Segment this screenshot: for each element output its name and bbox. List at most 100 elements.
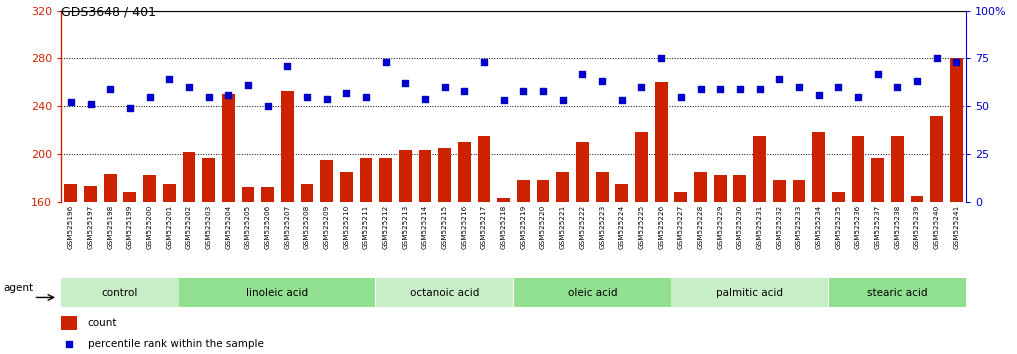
Bar xyxy=(950,58,963,202)
Point xyxy=(141,94,158,99)
Bar xyxy=(891,136,904,202)
Point xyxy=(358,94,374,99)
Point xyxy=(102,86,118,92)
Point xyxy=(634,84,650,90)
Point xyxy=(259,103,276,109)
Point xyxy=(339,90,355,96)
Point xyxy=(318,96,335,101)
Bar xyxy=(813,132,825,202)
Text: stearic acid: stearic acid xyxy=(868,288,928,298)
Bar xyxy=(104,174,117,202)
Text: count: count xyxy=(87,318,117,328)
Bar xyxy=(497,198,511,202)
Point xyxy=(653,56,669,61)
Point xyxy=(299,94,315,99)
Bar xyxy=(615,184,629,202)
Point xyxy=(535,88,551,94)
Bar xyxy=(872,158,884,202)
Bar xyxy=(829,279,966,307)
Bar xyxy=(537,180,549,202)
Bar xyxy=(438,148,452,202)
Point xyxy=(495,98,512,103)
Text: palmitic acid: palmitic acid xyxy=(716,288,783,298)
Point xyxy=(693,86,709,92)
Point xyxy=(279,63,296,69)
Bar xyxy=(733,176,746,202)
Text: agent: agent xyxy=(3,284,34,293)
Bar xyxy=(674,192,687,202)
Point xyxy=(436,84,453,90)
Bar xyxy=(242,188,254,202)
Bar xyxy=(379,158,393,202)
Point xyxy=(476,59,492,65)
Point xyxy=(830,84,846,90)
Point xyxy=(377,59,394,65)
Bar xyxy=(261,188,274,202)
Bar xyxy=(320,160,333,202)
Bar xyxy=(695,172,707,202)
Bar xyxy=(576,142,589,202)
Point xyxy=(181,84,197,90)
Bar xyxy=(360,158,372,202)
Point xyxy=(554,98,571,103)
Text: linoleic acid: linoleic acid xyxy=(246,288,308,298)
Point xyxy=(613,98,630,103)
Bar xyxy=(458,142,471,202)
Bar xyxy=(832,192,845,202)
Bar xyxy=(163,184,176,202)
Point xyxy=(417,96,433,101)
Point xyxy=(122,105,138,111)
Bar xyxy=(182,152,195,202)
Point xyxy=(929,56,945,61)
Point xyxy=(791,84,807,90)
Point xyxy=(870,71,886,76)
Bar xyxy=(671,279,828,307)
Bar xyxy=(202,158,215,202)
Point xyxy=(398,80,414,86)
Bar xyxy=(376,279,514,307)
Bar xyxy=(478,136,490,202)
Point xyxy=(82,102,99,107)
Point xyxy=(240,82,256,88)
Point xyxy=(63,99,79,105)
Bar xyxy=(123,192,136,202)
Bar xyxy=(399,150,412,202)
Text: oleic acid: oleic acid xyxy=(567,288,617,298)
Point xyxy=(594,79,610,84)
Bar xyxy=(143,176,156,202)
Bar xyxy=(635,132,648,202)
Bar xyxy=(419,150,431,202)
Bar xyxy=(596,172,608,202)
Point xyxy=(712,86,728,92)
Bar xyxy=(714,176,726,202)
Bar xyxy=(754,136,766,202)
Point xyxy=(575,71,591,76)
Point xyxy=(516,88,532,94)
Point xyxy=(771,76,787,82)
Point xyxy=(161,76,177,82)
Bar xyxy=(517,180,530,202)
Point xyxy=(732,86,749,92)
Bar xyxy=(179,279,375,307)
Text: percentile rank within the sample: percentile rank within the sample xyxy=(87,339,263,349)
Text: octanoic acid: octanoic acid xyxy=(410,288,479,298)
Bar xyxy=(931,116,943,202)
Bar xyxy=(851,136,864,202)
Point xyxy=(752,86,768,92)
Bar xyxy=(556,172,570,202)
Bar xyxy=(61,279,179,307)
Bar xyxy=(514,279,670,307)
Bar xyxy=(222,94,235,202)
Bar xyxy=(281,91,294,202)
Text: control: control xyxy=(102,288,138,298)
Bar xyxy=(301,184,313,202)
Point xyxy=(200,94,217,99)
Point xyxy=(850,94,866,99)
Point xyxy=(889,84,905,90)
Text: GDS3648 / 401: GDS3648 / 401 xyxy=(61,5,156,18)
Bar xyxy=(910,196,923,202)
Point xyxy=(457,88,473,94)
Bar xyxy=(792,180,805,202)
Bar xyxy=(84,186,97,202)
Bar xyxy=(773,180,785,202)
